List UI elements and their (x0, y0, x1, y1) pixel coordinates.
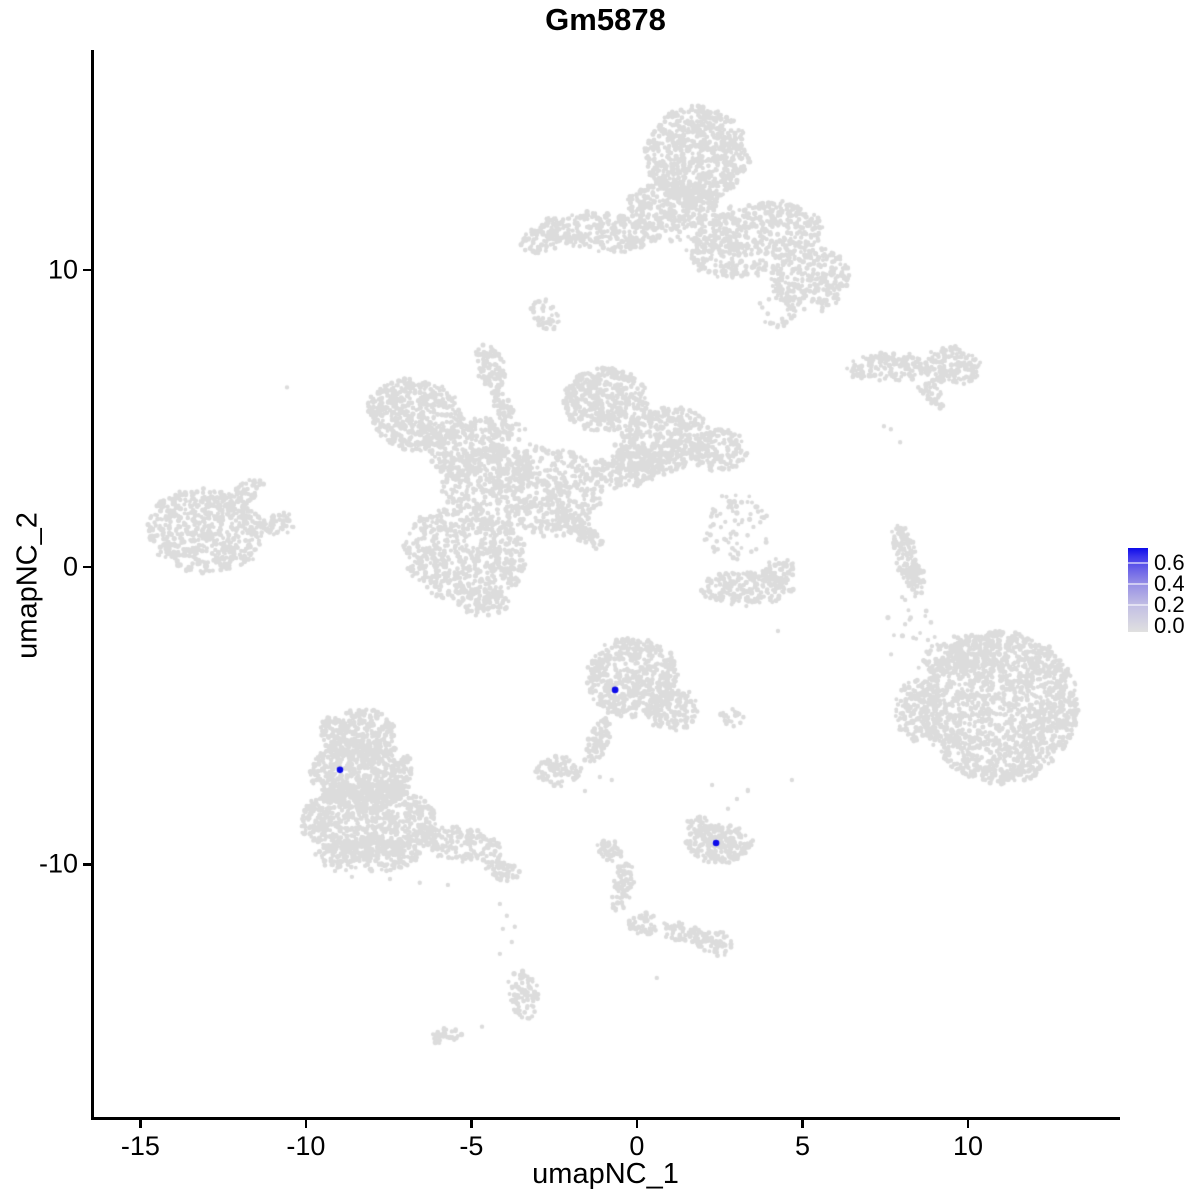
x-tick-label: -5 (459, 1131, 484, 1161)
x-tick-label: -10 (286, 1131, 326, 1161)
x-tick-label: 10 (952, 1131, 984, 1161)
plot-title: Gm5878 (545, 2, 666, 37)
y-tick-mark (83, 565, 91, 569)
legend-tick-label: 0.2 (1154, 592, 1185, 618)
x-tick-mark (966, 1120, 970, 1128)
x-tick-mark (139, 1120, 142, 1128)
x-tick-mark (470, 1120, 473, 1128)
legend-colorbar (1128, 548, 1148, 632)
expression-legend: 0.6 0.4 0.2 0.0 (1128, 548, 1200, 637)
y-tick-mark (83, 863, 91, 866)
x-tick-mark (635, 1120, 639, 1128)
legend-bar-tick (1128, 583, 1148, 586)
y-tick-label: -10 (38, 848, 78, 879)
legend-bar-tick (1128, 604, 1148, 607)
x-axis-line (91, 1117, 1120, 1120)
legend-tick-label: 0.4 (1154, 571, 1185, 597)
x-axis-label: umapNC_1 (532, 1158, 679, 1190)
y-tick-mark (83, 268, 91, 272)
legend-bar-tick (1128, 562, 1148, 565)
x-tick-label: 0 (629, 1131, 645, 1161)
x-tick-mark (304, 1120, 308, 1128)
y-tick-label: 10 (47, 254, 78, 285)
legend-tick-label: 0.0 (1154, 613, 1185, 639)
y-axis-label: umapNC_2 (11, 512, 44, 659)
x-tick-mark (801, 1120, 804, 1128)
legend-tick-label: 0.6 (1154, 550, 1185, 576)
x-tick-label: 5 (794, 1131, 810, 1161)
y-axis-line (91, 50, 94, 1120)
y-tick-label: 0 (62, 551, 78, 582)
x-tick-label: -15 (120, 1131, 160, 1161)
